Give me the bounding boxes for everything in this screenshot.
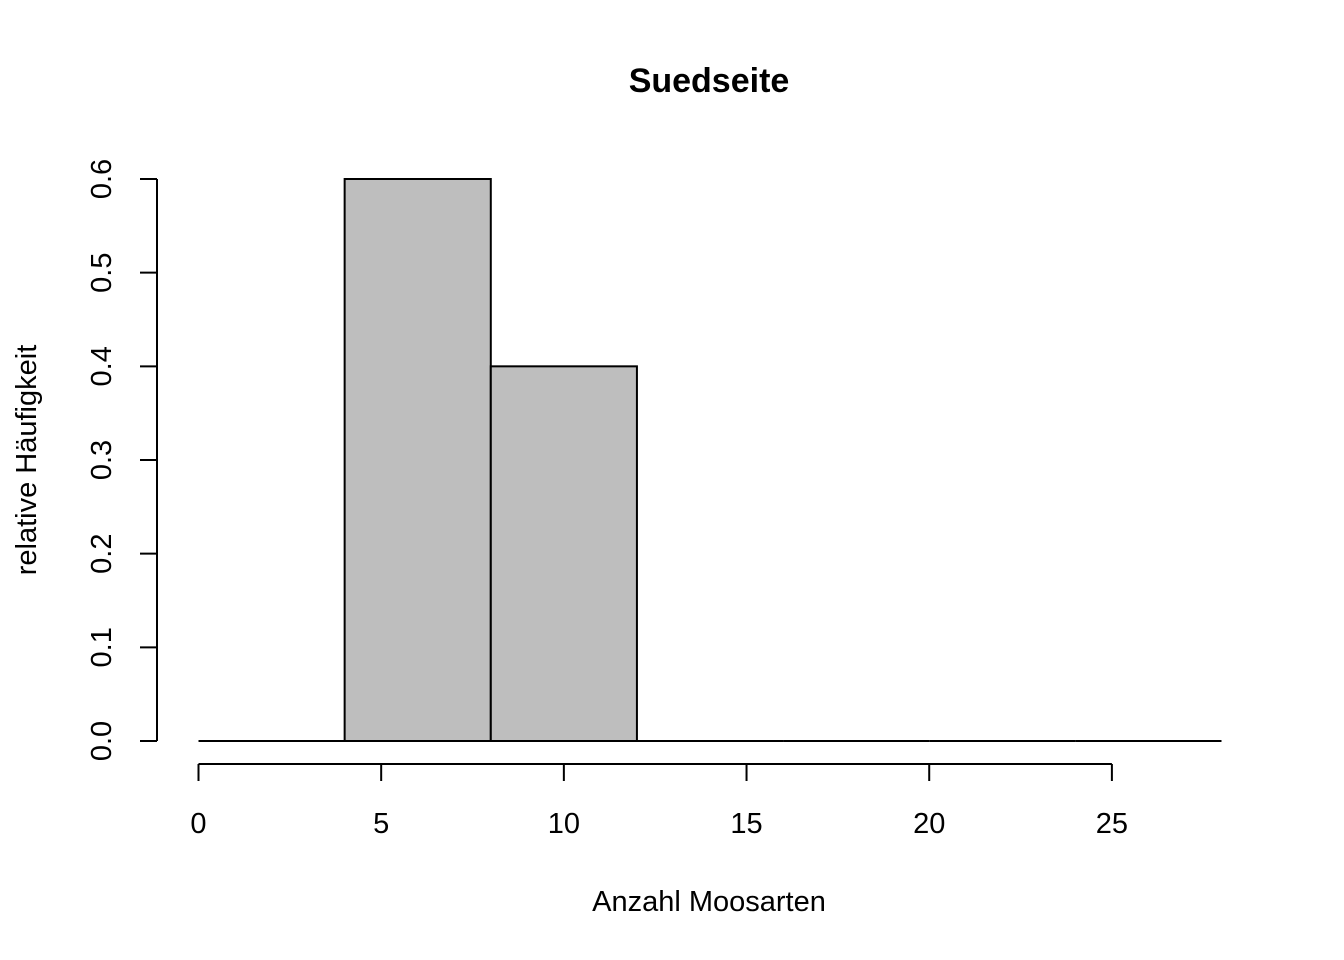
y-axis: 0.0 0.1 0.2 0.3 0.4 0.5 0.6	[86, 159, 158, 761]
y-tick-label: 0.1	[86, 627, 118, 667]
y-axis-label: relative Häufigkeit	[11, 345, 43, 576]
y-tick-label: 0.6	[86, 159, 118, 199]
x-tick-label: 20	[913, 808, 945, 840]
histogram-bar-4-8	[343, 178, 492, 742]
x-axis: 0 5 10 15 20 25	[190, 763, 1128, 840]
y-tick-label: 0.0	[86, 721, 118, 761]
bars-group	[198, 178, 1222, 742]
histogram-bar-8-12	[489, 365, 638, 742]
y-tick-label: 0.2	[86, 534, 118, 574]
chart-title: Suedseite	[629, 62, 790, 100]
x-tick-label: 5	[373, 808, 389, 840]
x-axis-label: Anzahl Moosarten	[592, 886, 826, 918]
x-tick-label: 25	[1096, 808, 1128, 840]
x-tick-label: 0	[190, 808, 206, 840]
y-tick-label: 0.4	[86, 346, 118, 386]
y-tick-label: 0.5	[86, 253, 118, 293]
x-tick-label: 10	[548, 808, 580, 840]
x-tick-label: 15	[730, 808, 762, 840]
y-tick-label: 0.3	[86, 440, 118, 480]
